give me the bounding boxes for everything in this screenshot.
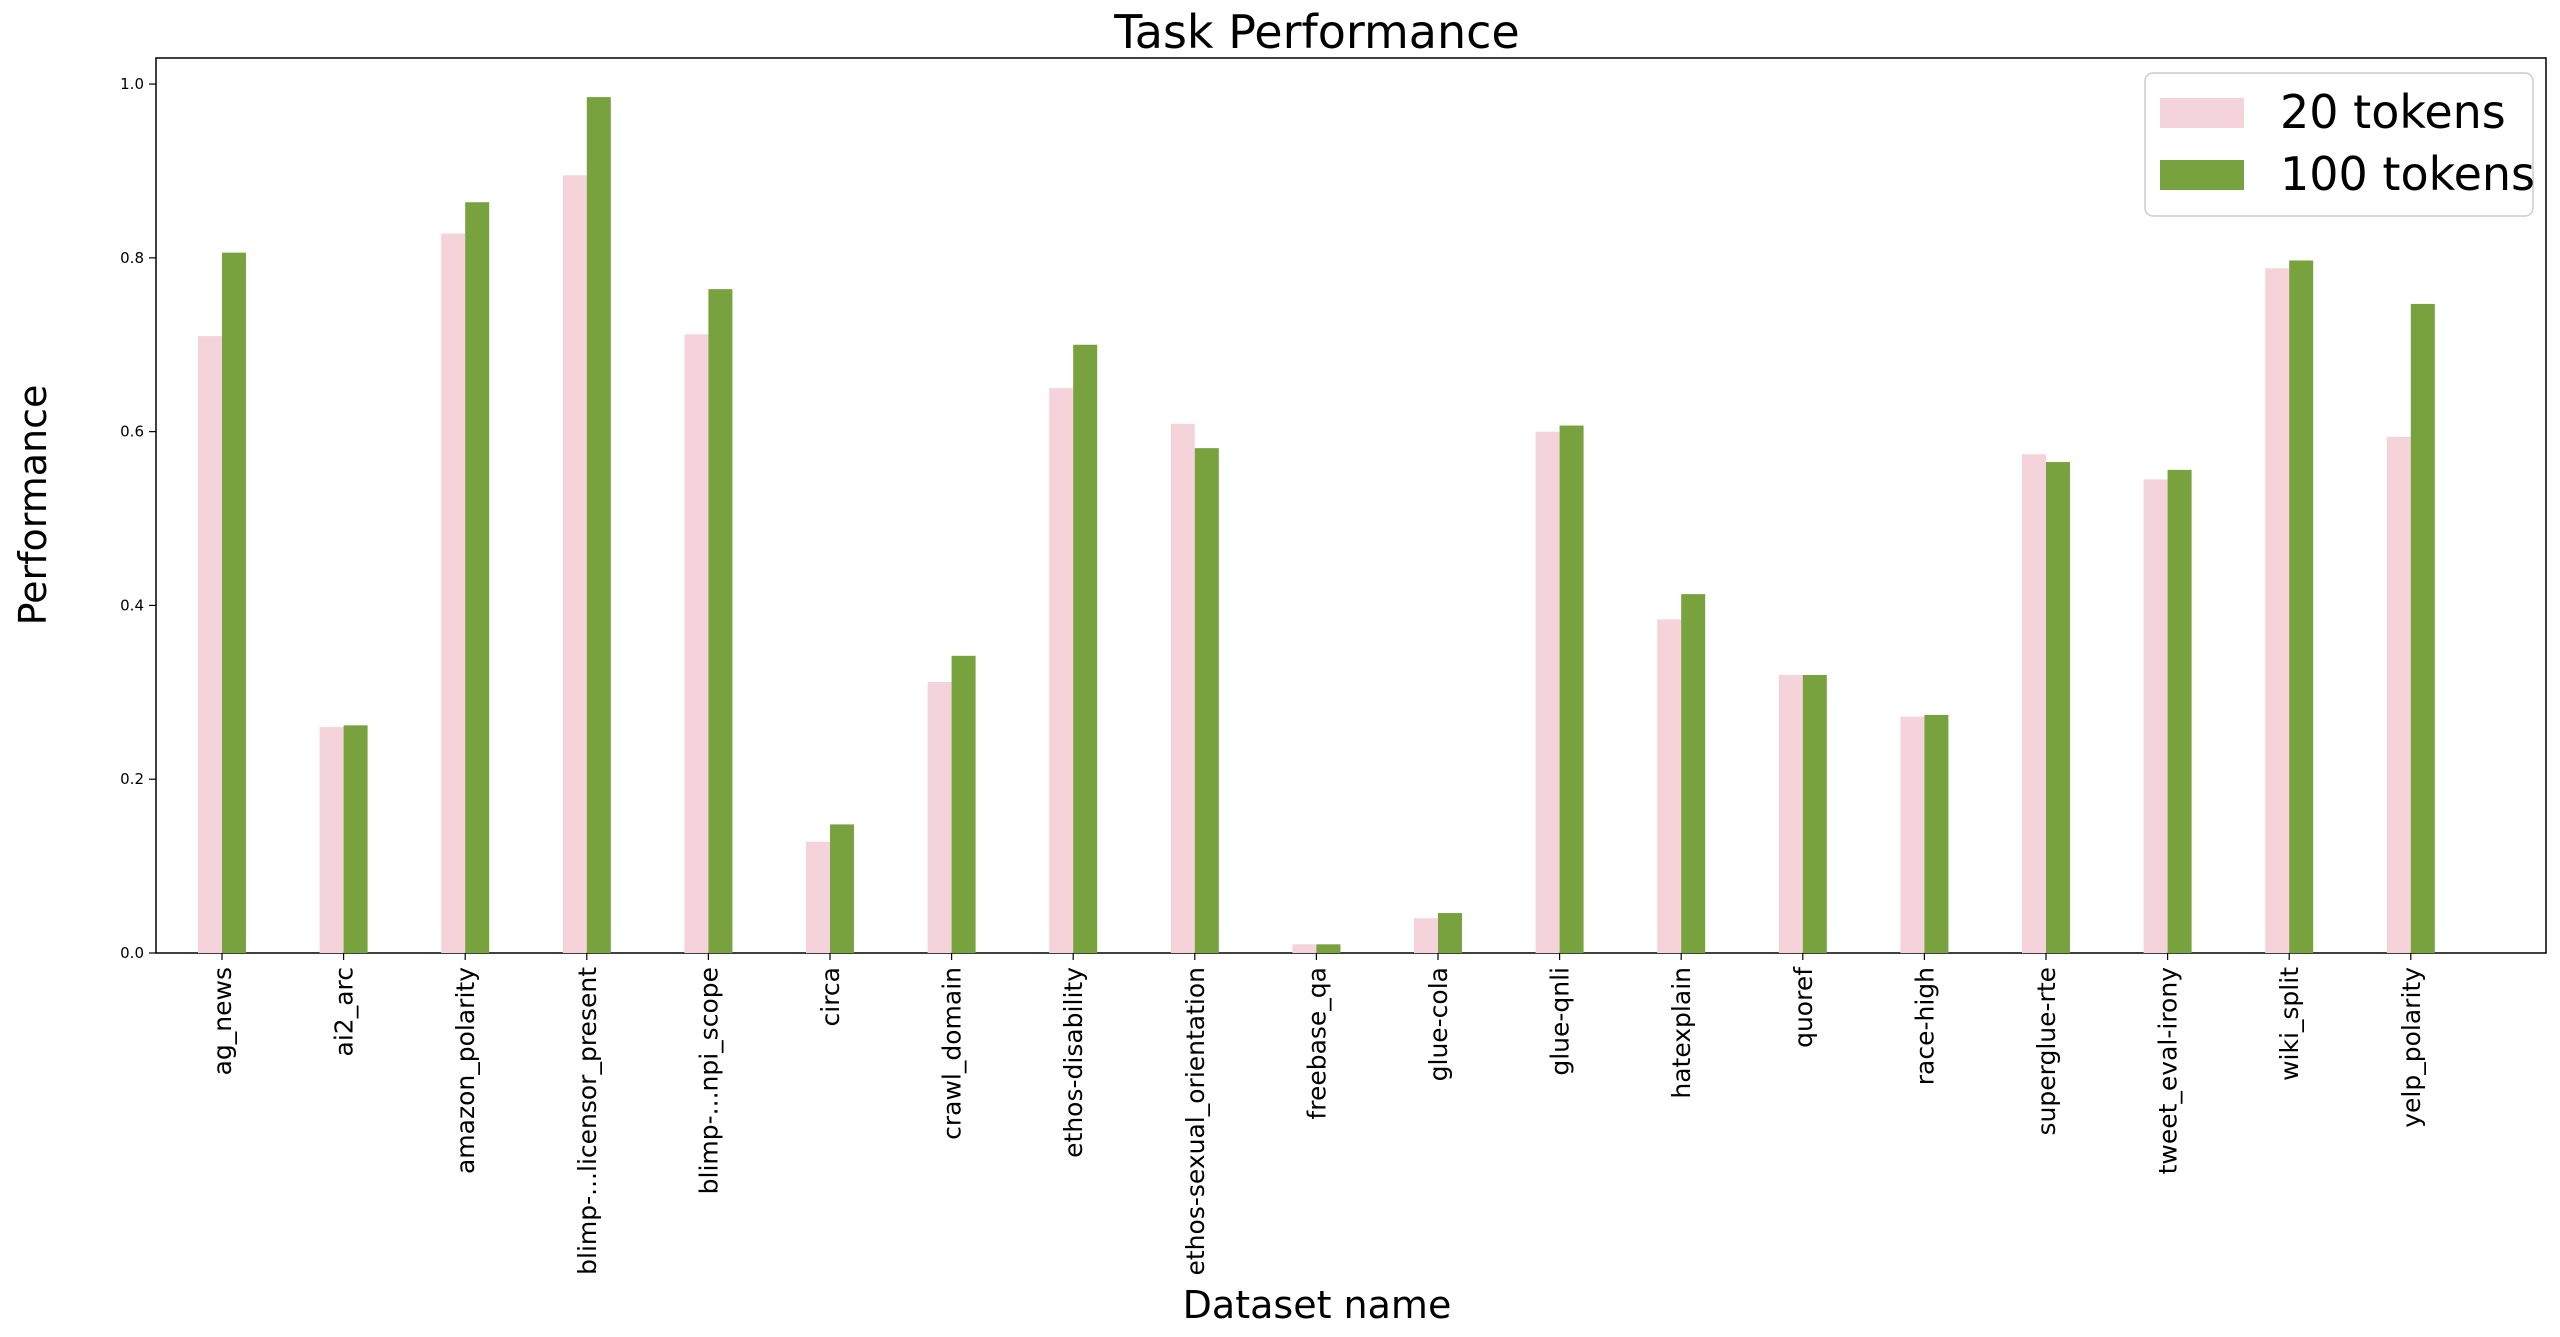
legend-label-20-tokens: 20 tokens [2280,85,2506,139]
bar-20-tokens [2386,436,2411,953]
bar-100-tokens [2410,303,2435,953]
legend-label-100-tokens: 100 tokens [2280,147,2535,201]
y-axis: 0.0 0.2 0.4 0.6 0.8 1.0 [120,75,156,962]
bar-20-tokens [1170,423,1195,953]
bar-100-tokens [1559,425,1584,954]
bar-100-tokens [830,824,854,953]
x-tick-label: superglue-rte [2032,967,2061,1135]
x-tick-label: circa [816,967,845,1027]
bar-100-tokens [1194,448,1219,953]
x-tick-label: amazon_polarity [451,967,480,1174]
x-tick-label: glue-cola [1424,967,1453,1081]
bar-100-tokens [465,202,490,953]
bar-100-tokens [1924,714,1949,953]
bar-100-tokens [1681,594,1706,953]
bar-100-tokens [2046,462,2070,953]
bar-100-tokens [343,725,368,953]
x-tick-label: freebase_qa [1302,967,1331,1120]
legend: 20 tokens 100 tokens [2144,72,2535,217]
bar-20-tokens [1535,431,1560,954]
bar-20-tokens [1292,944,1317,953]
x-tick-label: blimp-...licensor_present [573,967,602,1275]
x-tick-label: hatexplain [1667,967,1696,1099]
bar-100-tokens [2167,469,2192,953]
y-tick-label: 0.0 [120,944,144,962]
x-tick-label: wiki_split [2275,967,2304,1081]
bar-100-tokens [951,655,976,953]
y-tick-label: 0.6 [120,423,144,441]
bar-20-tokens [1414,918,1438,953]
y-tick-label: 0.8 [120,249,144,267]
x-tick-label: ai2_arc [330,967,359,1056]
x-tick-label: crawl_domain [938,967,967,1140]
y-tick-label: 0.4 [120,596,144,614]
x-tick-label: glue-qnli [1546,967,1575,1076]
bar-20-tokens [1778,674,1803,953]
bar-20-tokens [1657,619,1682,953]
x-tick-label: blimp-...npi_scope [694,967,723,1194]
x-axis-label: Dataset name [1183,1283,1452,1327]
y-axis-label: Performance [11,385,55,626]
chart-title: Task Performance [1113,5,1519,59]
bar-20-tokens [927,681,952,953]
bar-100-tokens [1438,913,1462,953]
x-tick-label: ag_news [208,967,237,1075]
bar-20-tokens [1900,716,1925,953]
plot-area [155,57,2547,954]
bar-20-tokens [684,334,709,953]
bar-20-tokens [319,727,344,953]
bar-20-tokens [2022,454,2046,953]
x-tick-label: race-high [1910,967,1939,1085]
legend-swatch-100-tokens [2160,160,2244,190]
x-tick-label: tweet_eval-irony [2154,967,2183,1175]
bar-100-tokens [222,252,246,954]
bar-20-tokens [441,233,466,953]
bar-100-tokens [1316,944,1341,953]
bar-100-tokens [2289,260,2314,953]
x-tick-label: yelp_polarity [2397,967,2426,1128]
bar-100-tokens [708,289,733,953]
y-tick-label: 1.0 [120,75,144,93]
bars [198,97,2435,954]
x-tick-label: ethos-sexual_orientation [1181,967,1210,1276]
legend-swatch-20-tokens [2160,98,2244,128]
bar-20-tokens [562,175,587,953]
bar-100-tokens [1073,344,1098,953]
x-tick-label: ethos-disability [1059,967,1088,1158]
x-axis: ag_news ai2_arc amazon_polarity blimp-...li… [208,953,2426,1276]
bar-20-tokens [1049,388,1074,953]
bar-100-tokens [586,97,611,954]
y-tick-label: 0.2 [120,770,144,788]
x-tick-label: quoref [1789,966,1818,1048]
bar-20-tokens [2143,479,2168,953]
bar-20-tokens [806,841,830,953]
bar-20-tokens [198,336,222,954]
bar-100-tokens [1802,674,1827,953]
bar-20-tokens [2265,268,2290,953]
